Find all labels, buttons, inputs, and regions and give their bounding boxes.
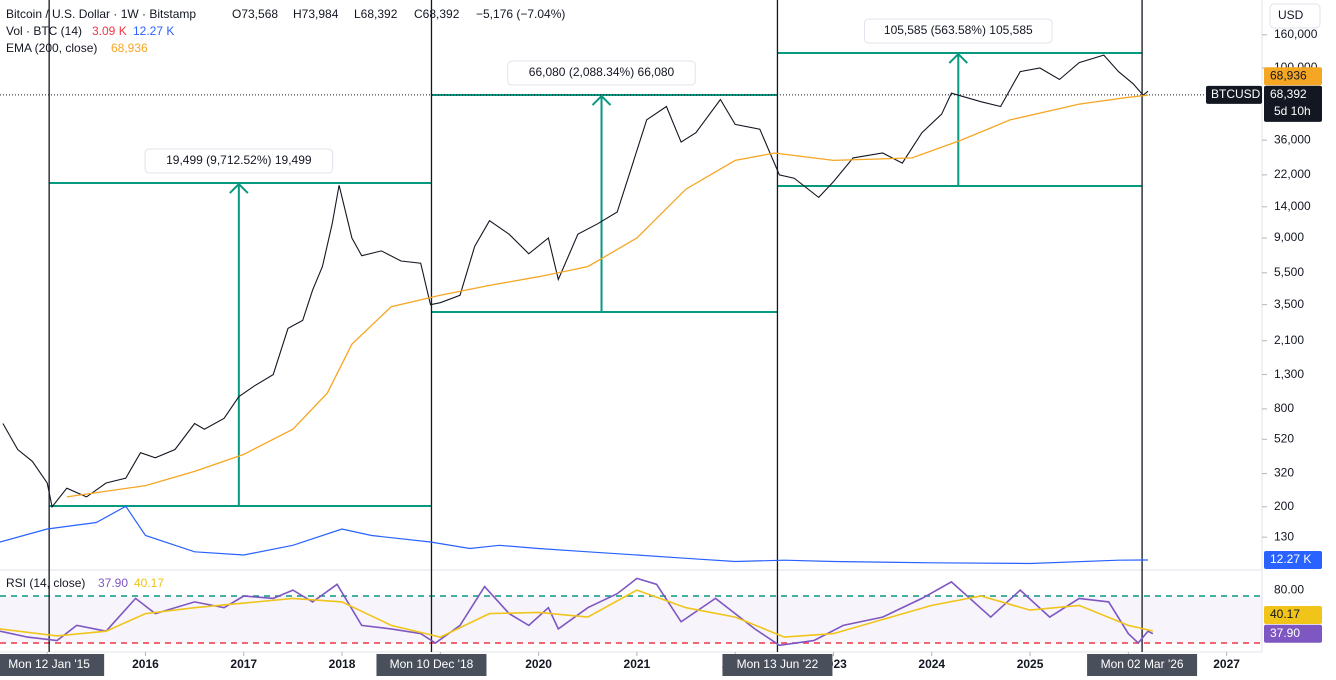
y-tick-label: 2,100 [1274,333,1304,347]
price-badge-label: 40.17 [1270,607,1300,621]
price-badge-label: 68,936 [1270,68,1307,82]
x-tick-label: 2021 [624,657,651,671]
close: C68,392 [414,7,460,21]
price-badge [1264,67,1322,86]
date-label-box [722,654,833,676]
open: O73,568 [232,7,278,21]
arrow-head [948,52,969,64]
date-label: Mon 13 Jun '22 [737,657,819,671]
price-badge [1264,551,1322,570]
ema-legend: EMA (200, close) [6,41,97,55]
date-label-box [0,654,105,676]
volume-ma-line [0,505,1149,565]
y-tick-label: 320 [1274,466,1294,480]
x-tick-label: 2027 [1213,657,1240,671]
measure-label: 66,080 (2,088.34%) 66,080 [529,65,675,79]
x-tick-label: 2025 [1017,657,1044,671]
high: H73,984 [293,7,339,21]
date-label: Mon 12 Jan '15 [8,657,90,671]
measure-label: 19,499 (9,712.52%) 19,499 [166,153,312,167]
x-tick-label: 2018 [329,657,356,671]
rsi-value: 37.90 [98,576,128,590]
countdown: 5d 10h [1274,104,1311,118]
y-tick-label: 22,000 [1274,167,1311,181]
ema-line [66,94,1149,498]
y-tick-label: 9,000 [1274,230,1304,244]
rsi-ma-line [0,589,1154,638]
x-tick-label: 2024 [918,657,945,671]
y-tick-label: 14,000 [1274,199,1311,213]
date-label: Mon 02 Mar '26 [1101,657,1184,671]
y-tick-label: 3,500 [1274,297,1304,311]
x-tick-label: 2017 [230,657,257,671]
measure-label-box [507,60,696,86]
y-tick-label: 160,000 [1274,27,1318,41]
price-badge-label: 37.90 [1270,626,1300,640]
y-tick-label: 36,000 [1274,132,1311,146]
y-tick-label: 200 [1274,499,1294,513]
volume-legend: Vol · BTC (14) [6,24,82,38]
date-label-box [376,654,487,676]
low: L68,392 [354,7,398,21]
price-line [2,54,1149,509]
symbol-box [1206,85,1262,104]
arrow-head [591,94,612,106]
currency[interactable]: USD [1278,8,1304,22]
volume-ma-value: 12.27 K [133,24,174,38]
symbol-label: BTCUSD [1211,87,1261,101]
rsi-ma-value: 40.17 [134,576,164,590]
rsi-band [0,596,1262,643]
price-badge-label: 12.27 K [1270,552,1311,566]
date-label: Mon 10 Dec '18 [390,657,474,671]
volume-value: 3.09 K [92,24,127,38]
x-tick-label: 2016 [132,657,159,671]
y-tick-label: 5,500 [1274,265,1304,279]
rsi-legend: RSI (14, close) [6,576,85,590]
y-tick-label: 800 [1274,401,1294,415]
currency-button[interactable] [1269,3,1321,29]
price-badge-label: 68,392 [1270,87,1307,101]
arrow-head [229,182,249,194]
rsi-tick-label: 80.00 [1274,582,1304,596]
x-tick-label: 2020 [525,657,552,671]
change: −5,176 (−7.04%) [476,7,565,21]
y-tick-label: 520 [1274,431,1294,445]
y-tick-label: 130 [1274,529,1294,543]
price-badge [1264,624,1322,643]
measure-label-box [864,18,1053,44]
price-badge [1264,606,1322,625]
price-badge [1264,85,1322,104]
legend: Bitcoin / U.S. Dollar · 1W · Bitstamp O7… [6,7,565,590]
measure-label-box [144,148,334,174]
measure-label: 105,585 (563.58%) 105,585 [884,23,1033,37]
date-label-box [1087,654,1198,676]
symbol: Bitcoin / U.S. Dollar · 1W · Bitstamp [6,7,196,21]
ema-value: 68,936 [111,41,148,55]
y-tick-label: 1,300 [1274,367,1304,381]
